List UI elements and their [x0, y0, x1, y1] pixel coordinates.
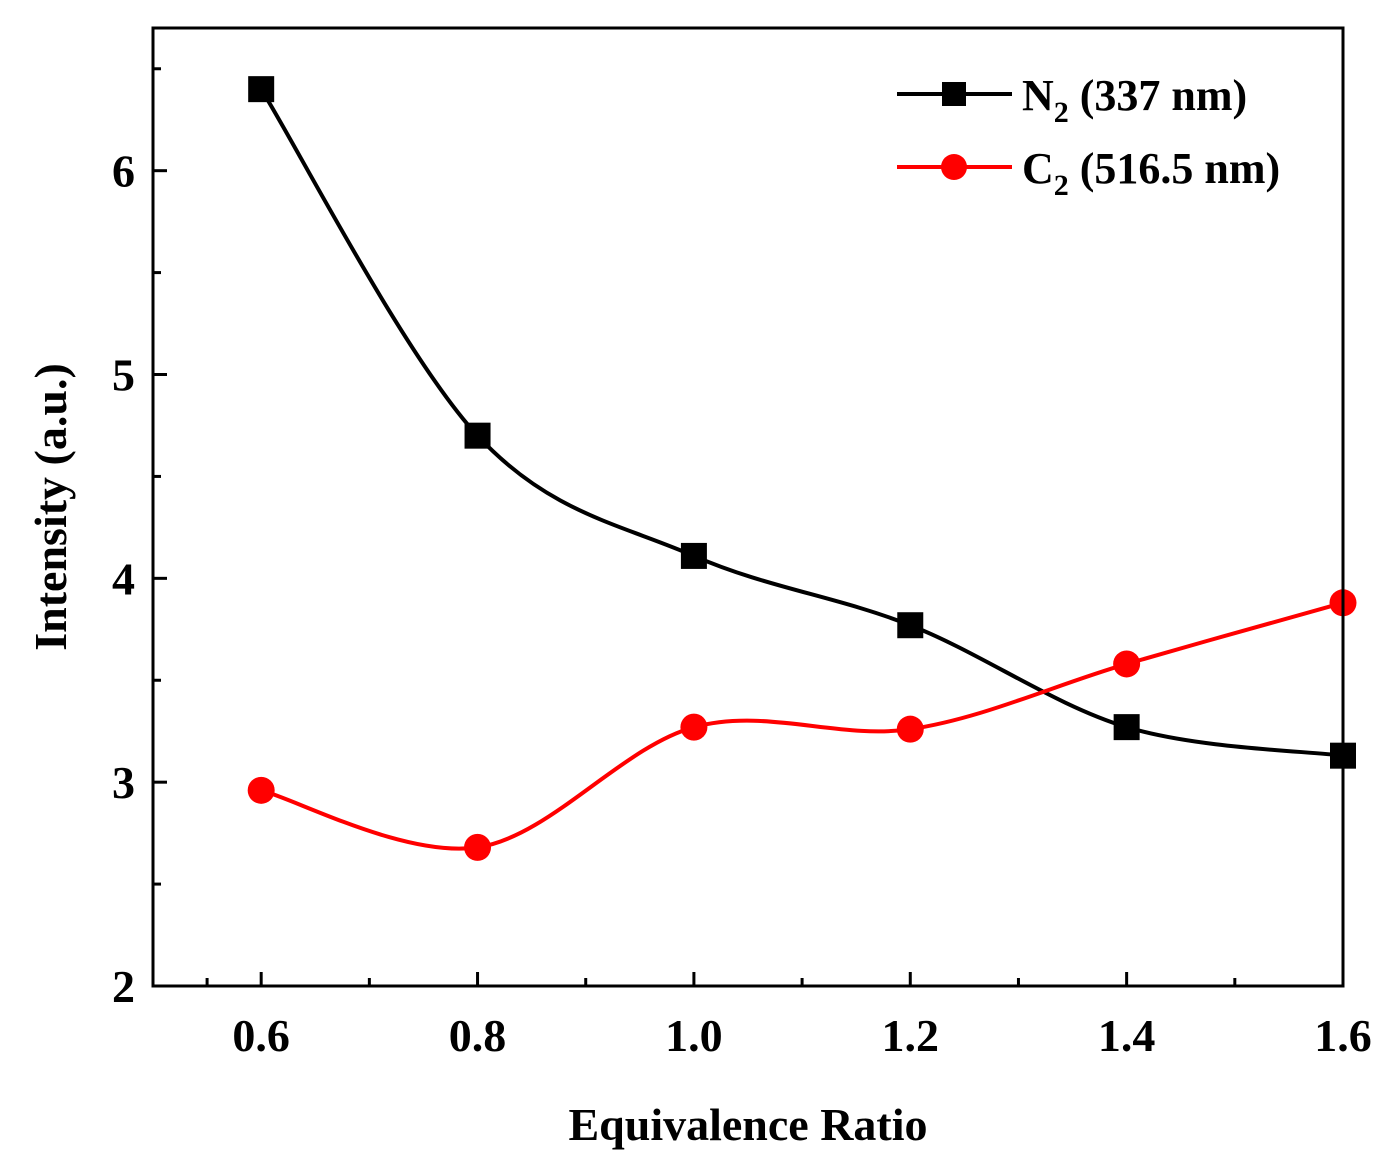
n2-point	[680, 542, 707, 569]
labels-layer: 0.6 0.8 1.0 1.2 1.4 1.6 2 3 4 5 6	[112, 146, 1372, 1061]
plot-frame	[151, 26, 1345, 988]
n2-point	[464, 422, 491, 449]
legend-label-n2: N2 (337 nm)	[1022, 71, 1247, 129]
ticks-layer	[153, 67, 1345, 988]
x-tick-label: 1.6	[1314, 1010, 1372, 1061]
x-axis-title: Equivalence Ratio	[568, 1099, 927, 1150]
legend-marker-n2	[942, 82, 966, 106]
n2-point	[1113, 714, 1140, 741]
legend-entry-n2: N2 (337 nm)	[897, 71, 1247, 129]
series-line-1	[260, 600, 1344, 851]
x-tick-label: 1.4	[1098, 1010, 1156, 1061]
series-layer	[247, 76, 1357, 861]
y-tick-label: 3	[112, 757, 135, 808]
c2-point	[896, 715, 924, 743]
x-tick-label: 0.6	[232, 1010, 290, 1061]
x-tick-label: 1.2	[882, 1010, 940, 1061]
y-tick-label: 4	[112, 553, 135, 604]
n2-point	[897, 612, 924, 639]
y-axis-title: Intensity (a.u.)	[25, 363, 76, 651]
y-tick-label: 6	[112, 146, 135, 197]
c2-point	[1113, 650, 1141, 678]
c2-point	[464, 833, 492, 861]
x-tick-label: 0.8	[449, 1010, 507, 1061]
c2-point	[247, 776, 275, 804]
legend-entry-c2: C2 (516.5 nm)	[897, 144, 1280, 202]
legend-marker-c2	[941, 154, 967, 180]
c2-point	[680, 713, 708, 741]
x-tick-label: 1.0	[665, 1010, 723, 1061]
y-tick-label: 5	[112, 350, 135, 401]
legend: N2 (337 nm) C2 (516.5 nm)	[897, 71, 1280, 202]
legend-label-c2: C2 (516.5 nm)	[1022, 144, 1280, 202]
y-tick-label: 2	[112, 961, 135, 1012]
n2-point	[248, 76, 275, 103]
